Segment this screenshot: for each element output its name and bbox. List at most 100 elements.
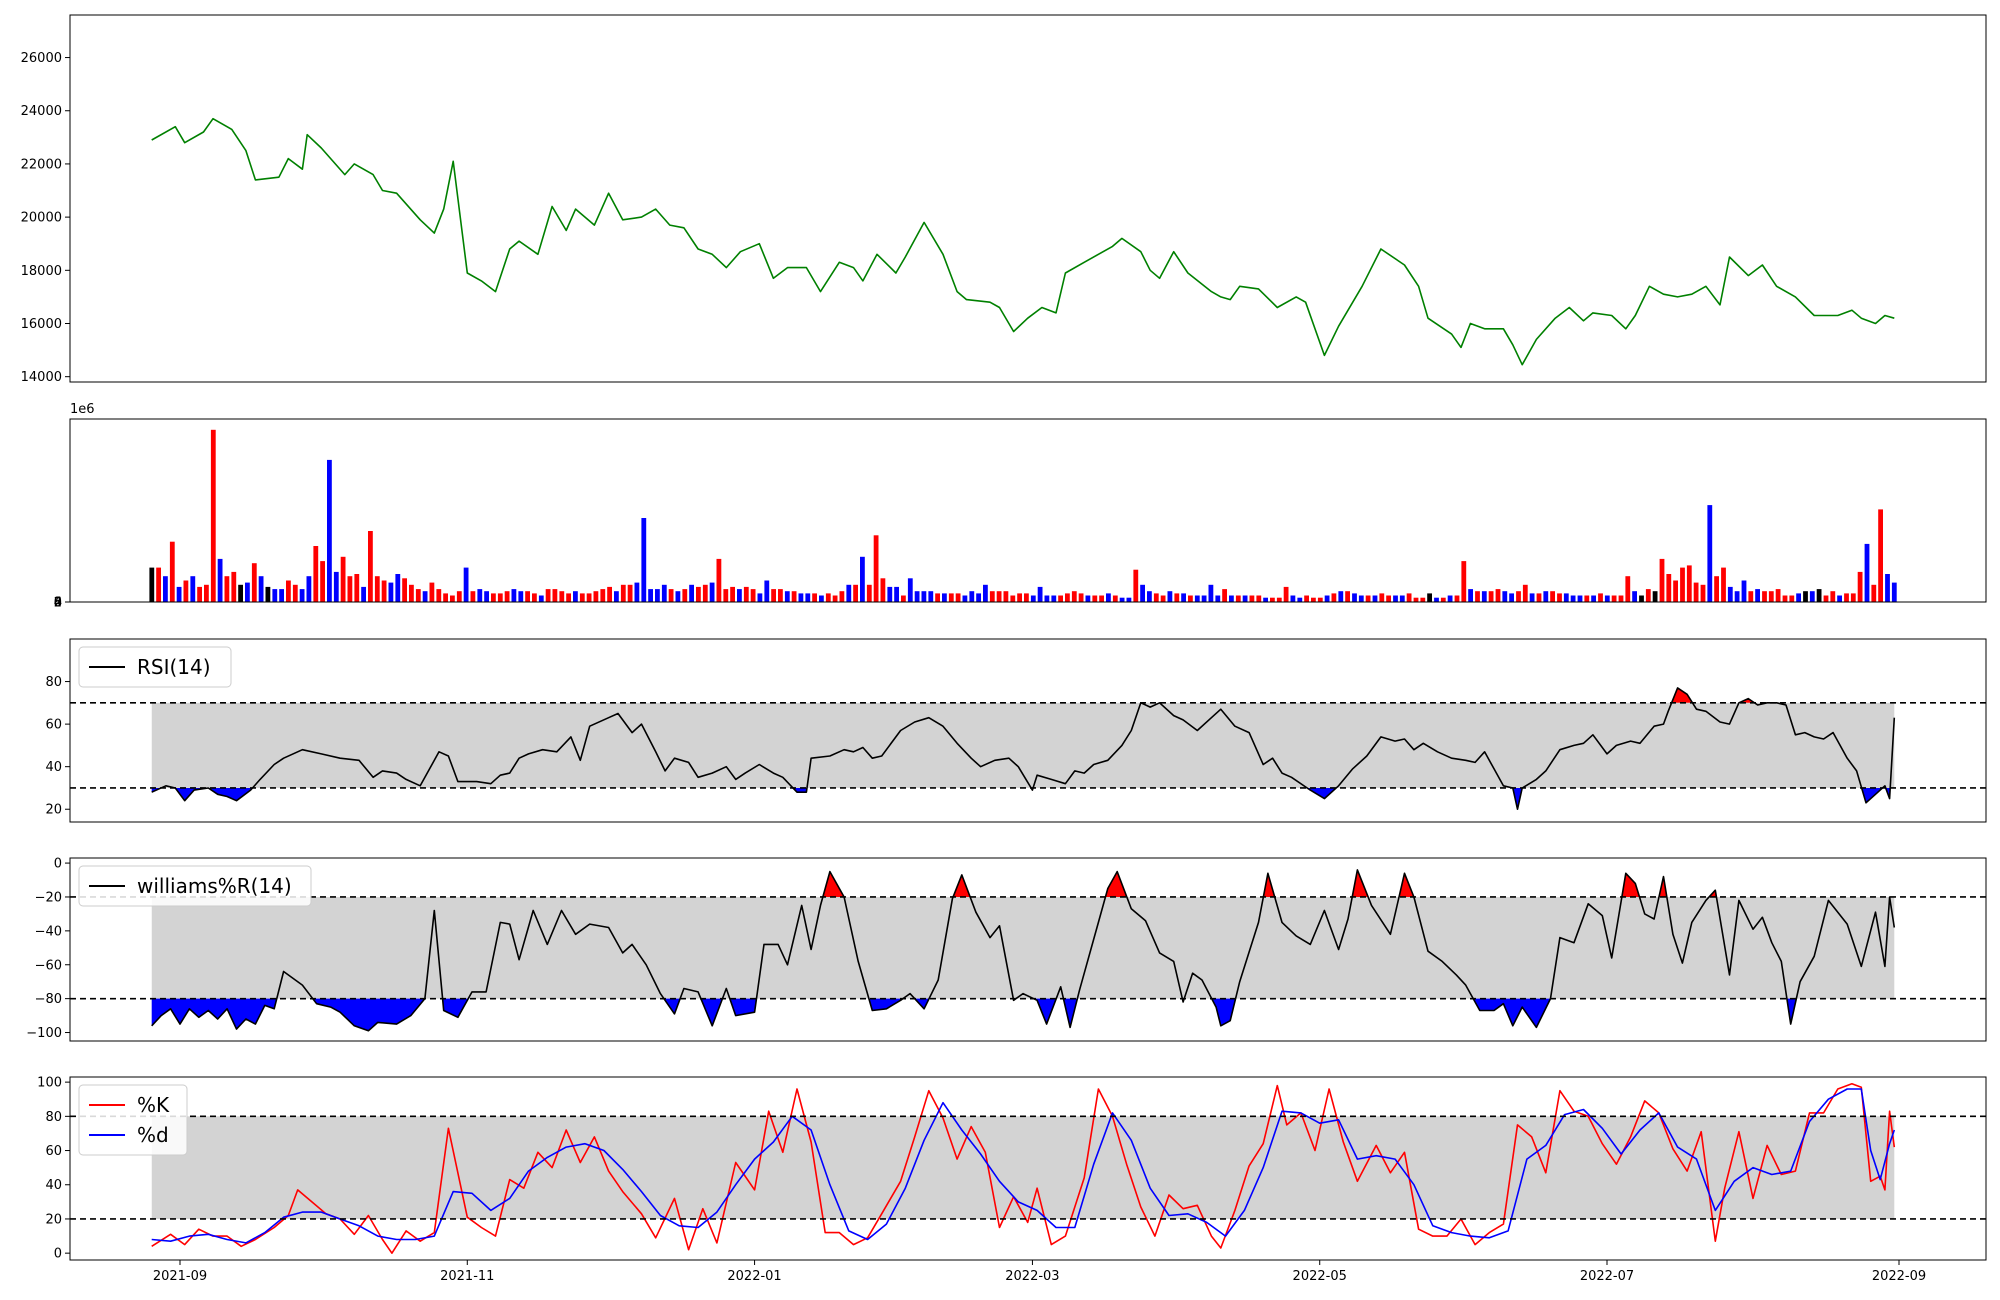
williams-oversold-fill — [700, 998, 723, 1026]
volume-bar — [1536, 593, 1542, 602]
volume-bar — [1160, 595, 1166, 602]
volume-bar — [1700, 584, 1706, 602]
x-tick-label: 2022-05 — [1293, 1269, 1347, 1284]
volume-bar — [1604, 595, 1610, 602]
stochastic-legend-label: %K — [137, 1093, 170, 1117]
volume-bar — [245, 582, 250, 602]
stochastic-series-line-0 — [151, 1083, 1896, 1254]
volume-bar — [1673, 580, 1678, 602]
volume-bar — [976, 593, 981, 602]
volume-bar — [573, 591, 578, 602]
volume-bar — [532, 593, 537, 602]
volume-bar — [545, 589, 551, 602]
volume-bar — [1509, 593, 1514, 602]
volume-ytick-label: 6 — [54, 595, 62, 610]
volume-bar — [176, 586, 182, 602]
rsi-oversold-fill — [208, 788, 253, 801]
volume-bar — [1304, 595, 1309, 602]
volume-bar — [1577, 595, 1583, 602]
volume-bar — [709, 582, 715, 602]
volume-bar — [1543, 591, 1549, 602]
williams-oversold-fill — [312, 998, 425, 1031]
volume-bar — [1167, 591, 1173, 602]
stochastic-ytick-label: 100 — [37, 1076, 62, 1091]
stochastic-ytick-label: 40 — [45, 1178, 62, 1193]
volume-bar — [1379, 593, 1385, 602]
volume-axes-frame — [69, 418, 1987, 603]
volume-bar — [1871, 584, 1877, 602]
volume-bar — [1051, 595, 1057, 602]
volume-bar — [866, 584, 872, 602]
rsi-oversold-fill — [175, 788, 209, 801]
williams-oversold-fill — [729, 998, 757, 1016]
volume-bar — [450, 595, 455, 602]
williams-overbought-fill — [1659, 876, 1667, 897]
volume-bar — [1434, 597, 1439, 602]
volume-bar — [1399, 595, 1405, 602]
volume-bar — [1529, 593, 1535, 602]
volume-bar — [586, 593, 592, 602]
volume-bar — [1174, 593, 1180, 602]
volume-bar — [935, 593, 940, 602]
volume-bar — [436, 589, 442, 602]
volume-bar — [1188, 595, 1193, 602]
williams-overbought-fill — [1399, 873, 1414, 897]
williams-band-area — [151, 896, 1895, 999]
volume-bar — [1618, 595, 1624, 602]
volume-bar — [320, 561, 325, 602]
volume-bar — [1181, 593, 1186, 602]
volume-bar — [361, 586, 366, 602]
williams-ytick-label: −100 — [26, 1026, 62, 1041]
volume-bar — [648, 589, 653, 602]
volume-bar — [197, 586, 202, 602]
volume-bar — [1721, 567, 1726, 602]
volume-bar — [825, 593, 831, 602]
volume-bar — [614, 591, 619, 602]
volume-bar — [210, 429, 216, 602]
volume-bar — [901, 595, 906, 602]
volume-bar — [477, 589, 483, 602]
volume-bar — [1468, 589, 1473, 602]
volume-bar — [169, 541, 175, 602]
volume-bar — [593, 591, 599, 602]
volume-bar — [1065, 593, 1070, 602]
volume-bar — [819, 595, 824, 602]
stochastic-legend-label: %d — [137, 1123, 169, 1147]
volume-bar — [655, 589, 660, 602]
volume-bar — [1652, 591, 1658, 602]
williams-legend-box — [78, 865, 312, 907]
volume-bar — [641, 518, 647, 602]
axes-layer — [65, 14, 1987, 1265]
volume-bar — [559, 591, 565, 602]
volume-bar — [1803, 591, 1808, 602]
williams-overbought-fill — [1105, 871, 1127, 897]
volume-bar — [839, 591, 845, 602]
volume-bar — [1071, 591, 1077, 602]
volume-bar — [1352, 593, 1357, 602]
volume-bar — [1611, 595, 1617, 602]
x-tick-label: 2021-09 — [153, 1269, 207, 1284]
volume-bar — [1666, 574, 1672, 602]
volume-bar — [996, 591, 1002, 602]
volume-bar — [1092, 595, 1098, 602]
volume-bar — [1338, 591, 1344, 602]
x-tick-label: 2021-11 — [440, 1269, 494, 1284]
volume-bar — [1844, 593, 1849, 602]
rsi-oversold-fill — [1512, 788, 1523, 810]
volume-bar — [716, 558, 722, 602]
rsi-ytick-label: 60 — [45, 718, 62, 733]
volume-bar — [163, 576, 168, 602]
price-ytick-label: 26000 — [21, 51, 62, 66]
volume-bar — [374, 576, 380, 602]
volume-bar — [1755, 589, 1760, 602]
williams-ytick-label: −80 — [35, 992, 62, 1007]
volume-bar — [1727, 586, 1733, 602]
williams-overbought-fill — [1263, 873, 1275, 897]
volume-bar — [538, 595, 544, 602]
volume-ytick-label: 0 — [54, 596, 62, 611]
volume-bar — [395, 574, 401, 602]
volume-bar — [1850, 593, 1856, 602]
volume-bar — [1816, 589, 1822, 602]
price-ytick-label: 14000 — [21, 370, 62, 385]
